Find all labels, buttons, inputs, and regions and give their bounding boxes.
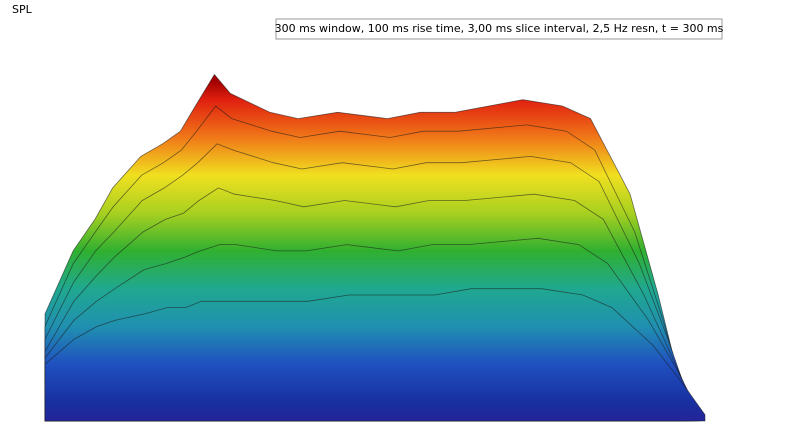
- y-axis-label: SPL: [12, 3, 33, 16]
- chart-title: 300 ms window, 100 ms rise time, 3,00 ms…: [275, 22, 724, 35]
- waterfall-slice: [44, 288, 706, 422]
- title-box: [275, 18, 723, 40]
